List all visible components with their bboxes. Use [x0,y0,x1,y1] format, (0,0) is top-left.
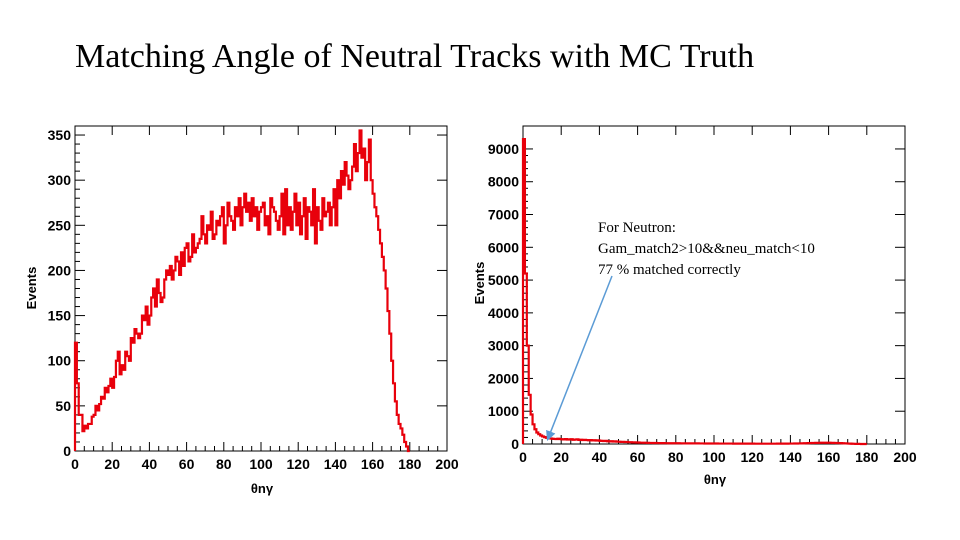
y-tick-label: 0 [511,436,519,452]
y-tick-label: 1000 [488,403,519,419]
x-tick-label: 0 [71,456,79,472]
x-tick-label: 200 [435,456,459,472]
annotation-line-2: Gam_match2>10&&neu_match<10 [598,241,815,257]
y-tick-label: 4000 [488,305,519,321]
y-tick-label: 8000 [488,174,519,190]
x-tick-label: 180 [398,456,422,472]
y-tick-label: 9000 [488,141,519,157]
y-tick-label: 7000 [488,207,519,223]
histogram-chart-left: Events θnγ 0 20 40 60 80 100 120 140 160 180 200 0 5… [24,125,459,496]
x-tick-label: 160 [361,456,385,472]
y-tick-label: 50 [55,398,71,414]
y-tick-label: 2000 [488,370,519,386]
x-tick-label: 60 [179,456,195,472]
plot-frame [74,125,448,452]
x-tick-label: 140 [324,456,348,472]
slide-title: Matching Angle of Neutral Tracks with MC… [75,38,755,75]
x-tick-label: 40 [592,449,608,465]
x-axis-label: θnγ [251,481,274,496]
annotation-arrow [546,275,613,441]
x-tick-label: 100 [249,456,273,472]
x-tick-label: 120 [741,449,765,465]
x-tick-label: 80 [668,449,684,465]
x-tick-label: 20 [553,449,569,465]
y-axis-label: Events [24,267,39,310]
x-axis-label: θnγ [704,472,727,487]
x-tick-label: 80 [216,456,232,472]
y-tick-label: 5000 [488,272,519,288]
annotation-line-3: 77 % matched correctly [598,262,741,278]
y-tick-label: 100 [48,353,72,369]
y-tick-label: 150 [48,308,72,324]
histogram-series [521,138,867,446]
x-tick-label: 0 [519,449,527,465]
x-tick-label: 180 [855,449,879,465]
y-tick-label: 300 [48,172,72,188]
x-tick-label: 20 [104,456,120,472]
x-tick-label: 40 [142,456,158,472]
x-tick-label: 200 [893,449,917,465]
histogram-series [73,129,410,453]
x-tick-label: 100 [702,449,726,465]
plot-frame [522,125,906,445]
x-tick-label: 120 [287,456,311,472]
y-axis-label: Events [472,262,487,305]
y-tick-label: 200 [48,262,72,278]
x-tick-label: 160 [817,449,841,465]
x-tick-label: 140 [779,449,803,465]
y-tick-label: 350 [48,127,72,143]
x-tick-label: 60 [630,449,646,465]
histogram-chart-right: Events θnγ 0 20 40 60 80 100 120 140 160 180 20001… [472,125,917,487]
y-tick-label: 6000 [488,239,519,255]
y-tick-label: 250 [48,217,72,233]
annotation-line-1: For Neutron: [598,220,676,236]
y-tick-label: 3000 [488,338,519,354]
y-tick-label: 0 [63,443,71,459]
